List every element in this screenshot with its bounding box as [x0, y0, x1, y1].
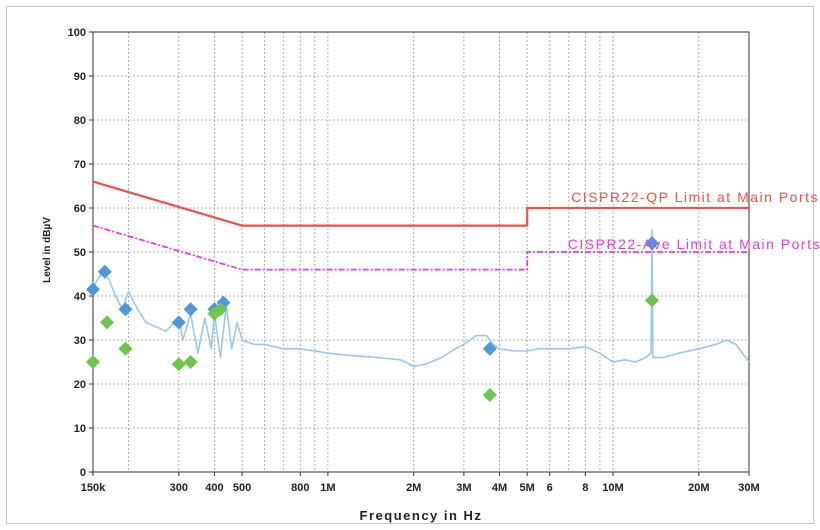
x-tick-label: 4M [492, 482, 507, 494]
axis-ticks: 0 10 20 30 40 50 60 70 80 90 100 150k 300 400 500 800 1M… [68, 27, 760, 494]
ave-marker [100, 315, 115, 330]
ave-marker [86, 355, 100, 369]
y-tick-label: 30 [74, 335, 86, 347]
y-tick-label: 40 [74, 291, 86, 303]
ave-marker [644, 293, 659, 308]
qp-marker [97, 264, 112, 279]
y-tick-label: 20 [74, 379, 86, 391]
qp-limit-line [92, 180, 749, 227]
y-tick-label: 0 [80, 467, 86, 479]
ave-marker [171, 357, 186, 372]
x-tick-label: 10M [602, 482, 623, 494]
x-tick-label: 300 [170, 482, 188, 494]
x-tick-label: 6 [547, 482, 553, 494]
y-tick-label: 10 [74, 423, 86, 435]
qp-marker [86, 282, 100, 297]
ave-marker [118, 341, 133, 356]
ave-marker [183, 355, 198, 369]
qp-marker [482, 341, 497, 356]
x-tick-label: 8 [582, 482, 588, 494]
ave-marker [213, 302, 228, 317]
x-tick-label: 400 [205, 482, 223, 494]
qp-marker [171, 315, 186, 330]
chart-frame [6, 6, 814, 524]
y-tick-label: 80 [74, 115, 86, 127]
y-tick-label: 90 [74, 71, 86, 83]
y-tick-label: 100 [68, 27, 86, 39]
ave-limit-label: CISPR22-Ave Limit at Main Ports [568, 236, 820, 252]
label-layer: CISPR22-QP Limit at Main Ports CISPR22-Av… [568, 189, 820, 252]
qp-marker [118, 302, 133, 317]
ave-limit-line [92, 224, 749, 271]
y-axis-title: Level in dBµV [42, 217, 53, 283]
y-tick-label: 60 [74, 203, 86, 215]
qp-marker [644, 236, 659, 251]
x-tick-label: 3M [456, 482, 471, 494]
x-tick-label: 500 [233, 482, 251, 494]
series-layer [92, 180, 750, 368]
x-tick-label: 5M [520, 482, 535, 494]
y-tick-label: 70 [74, 159, 86, 171]
x-tick-label: 30M [738, 482, 759, 494]
marker-layer [86, 236, 659, 402]
x-axis-title: Frequency in Hz [360, 508, 483, 523]
x-tick-label: 150k [81, 482, 106, 494]
x-tick-label: 20M [688, 482, 709, 494]
x-tick-label: 800 [291, 482, 309, 494]
x-tick-label: 2M [406, 482, 421, 494]
qp-marker [183, 302, 198, 317]
y-tick-label: 50 [74, 247, 86, 259]
qp-limit-label: CISPR22-QP Limit at Main Ports [571, 189, 819, 205]
ave-marker [482, 388, 497, 402]
x-tick-label: 1M [320, 482, 335, 494]
